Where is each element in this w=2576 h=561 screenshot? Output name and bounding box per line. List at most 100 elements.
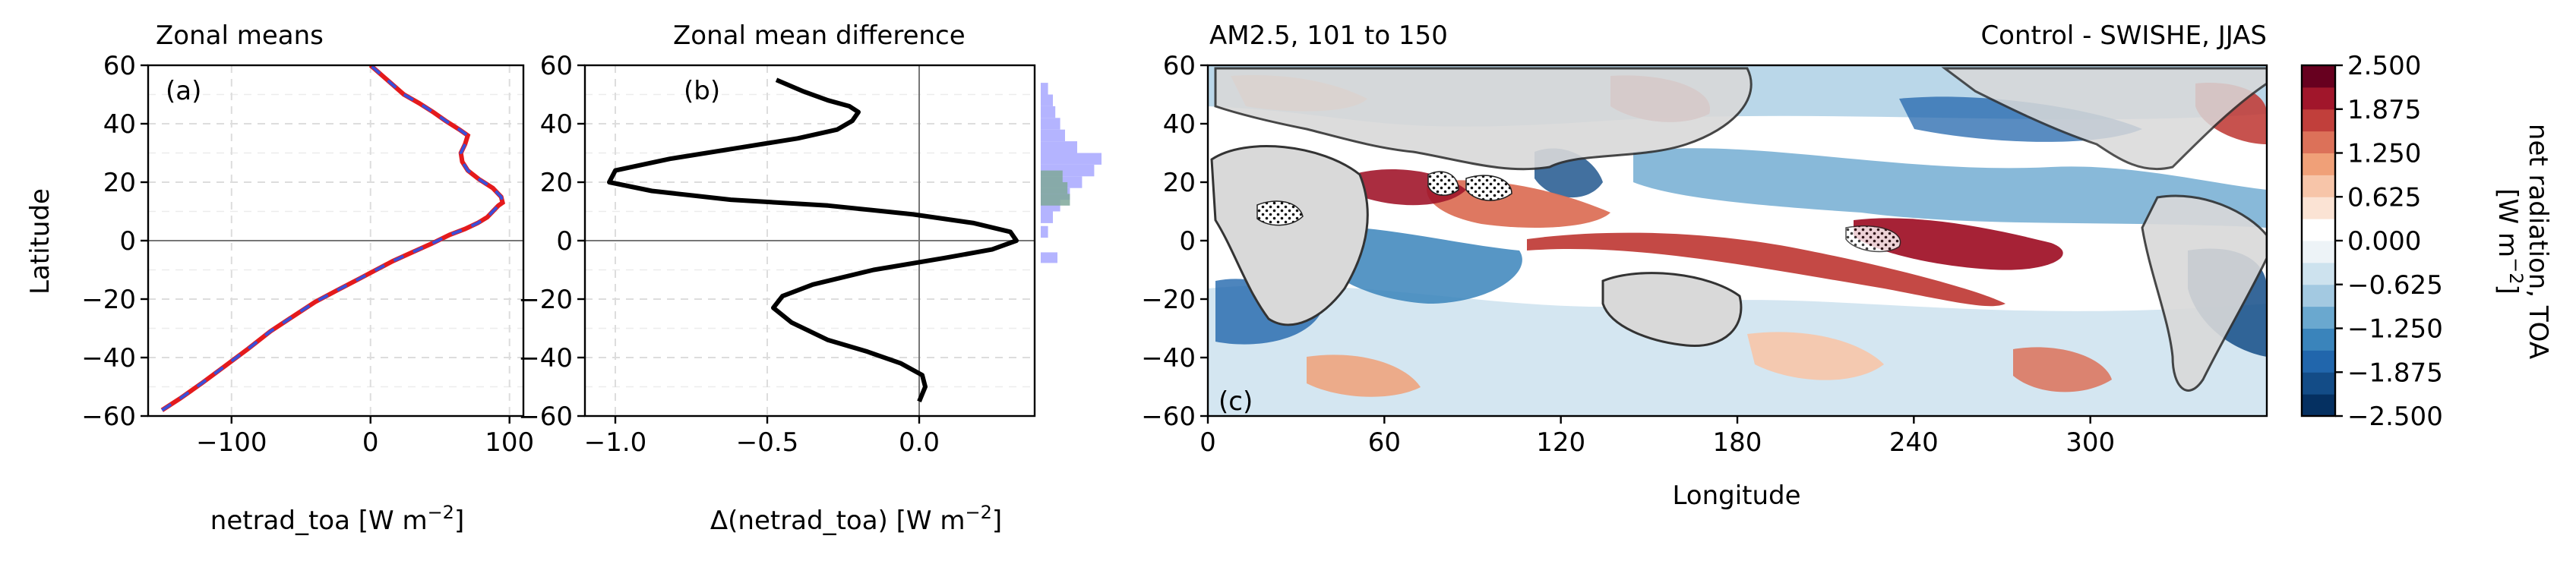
colorbar-block	[2302, 153, 2335, 175]
colorbar-block	[2302, 109, 2335, 132]
x-tick-label: 0	[1199, 427, 1216, 458]
histogram-overlap-bar	[1041, 182, 1068, 194]
x-tick-label: 300	[2066, 427, 2115, 458]
histogram-bar	[1041, 252, 1057, 263]
histogram-bar	[1041, 118, 1060, 130]
continent-north-america	[1941, 67, 2267, 171]
colorbar-block	[2302, 284, 2335, 307]
panel-b-label: (b)	[684, 76, 720, 106]
x-tick-label: 60	[1368, 427, 1401, 458]
contour-south-pacific-salmon	[1747, 332, 1884, 380]
histogram-bar	[1041, 225, 1048, 238]
zonal-mean-difference-panel: Zonal mean difference −60 −40 −20 0 20 40 60 −1…	[518, 20, 1102, 536]
histogram-bar	[1041, 94, 1053, 106]
panel-b-xlabel: Δ(netrad_toa) [W m−2]	[710, 502, 1002, 536]
series-difference-line	[607, 77, 1019, 402]
continent-australia	[1601, 272, 1743, 348]
contour-se-pacific-salmon	[2013, 347, 2112, 392]
y-tick-label: −60	[518, 402, 573, 432]
y-tick-label: 60	[103, 51, 136, 81]
continent-south-america	[2141, 194, 2267, 392]
y-tick-label: −40	[1141, 343, 1196, 373]
histogram-bar	[1041, 129, 1065, 142]
panel-a-ylabel: Latitude	[25, 188, 55, 295]
panel-a-xlabel: netrad_toa [W m−2]	[210, 502, 464, 536]
y-tick-label: −20	[81, 285, 136, 315]
colorbar-block	[2302, 175, 2335, 197]
stipple-himalaya	[1465, 175, 1512, 201]
colorbar: −2.500 −1.875 −1.250 −0.625 0.000 0.625 1.250 1…	[2300, 51, 2553, 432]
y-tick-label: 20	[103, 168, 136, 198]
colorbar-block	[2302, 219, 2335, 241]
x-tick-label: 100	[485, 427, 534, 458]
panel-a-frame	[147, 64, 525, 418]
colorbar-tick-label: 0.625	[2347, 182, 2421, 213]
x-tick-label: −0.5	[736, 427, 799, 458]
colorbar-tick-label: −1.875	[2347, 358, 2443, 388]
y-tick-label: 20	[540, 168, 573, 198]
map-contour-field	[1208, 65, 2267, 416]
histogram-bar	[1041, 83, 1048, 95]
panel-b-ticks: −60 −40 −20 0 20 40 60 −1.0 −0.5 0.0	[518, 51, 940, 458]
colorbar-block	[2302, 350, 2335, 373]
panel-b-title: Zonal mean difference	[673, 20, 966, 51]
colorbar-block	[2302, 131, 2335, 153]
colorbar-tick-label: 1.250	[2347, 139, 2421, 169]
colorbar-block	[2302, 306, 2335, 329]
y-tick-label: 40	[540, 109, 573, 140]
panel-c-title-right: Control - SWISHE, JJAS	[1980, 20, 2267, 51]
y-tick-label: −20	[518, 285, 573, 315]
map-panel: AM2.5, 101 to 150 Control - SWISHE, JJAS	[1141, 20, 2268, 511]
colorbar-tick-label: −2.500	[2347, 402, 2443, 432]
panel-b-side-histogram	[1041, 83, 1102, 263]
contour-spcz-red	[1527, 232, 2005, 307]
stipple-pacific	[1845, 225, 1901, 253]
y-tick-label: −20	[1141, 285, 1196, 315]
colorbar-block	[2302, 241, 2335, 263]
panel-c-title-left: AM2.5, 101 to 150	[1209, 20, 1448, 51]
colorbar-tick-label: 0.000	[2347, 226, 2421, 257]
colorbar-block	[2302, 394, 2335, 417]
colorbar-block	[2302, 328, 2335, 351]
y-tick-label: 0	[1179, 226, 1196, 257]
y-tick-label: −40	[81, 343, 136, 373]
y-tick-label: −60	[1141, 402, 1196, 432]
stipple-arabia	[1256, 200, 1304, 226]
y-tick-label: 0	[119, 226, 136, 257]
contour-equatorial-red	[1854, 218, 2063, 270]
colorbar-block	[2302, 372, 2335, 395]
histogram-bar	[1041, 106, 1056, 118]
histogram-bar	[1041, 153, 1102, 165]
continent-africa	[1210, 145, 1369, 326]
y-tick-label: 40	[1163, 109, 1196, 140]
y-tick-label: 40	[103, 109, 136, 140]
histogram-overlap-bar	[1041, 194, 1070, 206]
y-tick-label: 60	[1163, 51, 1196, 81]
histogram-bar	[1041, 141, 1077, 153]
stipple-india	[1427, 171, 1459, 196]
x-tick-label: −1.0	[584, 427, 647, 458]
colorbar-ticks: −2.500 −1.875 −1.250 −0.625 0.000 0.625 1.250 1…	[2335, 51, 2443, 432]
colorbar-block	[2302, 65, 2335, 88]
x-tick-label: 180	[1713, 427, 1762, 458]
y-tick-label: 60	[540, 51, 573, 81]
panel-c-xlabel: Longitude	[1672, 481, 1800, 511]
colorbar-block	[2302, 197, 2335, 219]
panel-a-ticks: −60 −40 −20 0 20 40 60 −100 0 100	[81, 51, 534, 458]
series-experiment-line	[161, 65, 504, 411]
panel-c-label: (c)	[1218, 386, 1253, 417]
x-tick-label: 0.0	[899, 427, 940, 458]
panel-a-title: Zonal means	[156, 20, 324, 51]
x-tick-label: 240	[1889, 427, 1939, 458]
colorbar-block	[2302, 87, 2335, 110]
panel-c-ticks: −60 −40 −20 0 20 40 60 0 60 120 180 240 300	[1141, 51, 2115, 458]
colorbar-block	[2302, 262, 2335, 285]
panel-b-frame	[583, 64, 1036, 418]
y-tick-label: −60	[81, 402, 136, 432]
contour-pacific-blue	[1633, 148, 2267, 228]
panel-a-grid	[148, 65, 523, 417]
zonal-means-panel: Zonal means −60 −40 −20 0 20 40 60 −100 0 100 (a)…	[25, 20, 534, 536]
x-tick-label: −100	[196, 427, 267, 458]
colorbar-tick-label: 1.875	[2347, 95, 2421, 125]
colorbar-blocks	[2302, 65, 2335, 417]
